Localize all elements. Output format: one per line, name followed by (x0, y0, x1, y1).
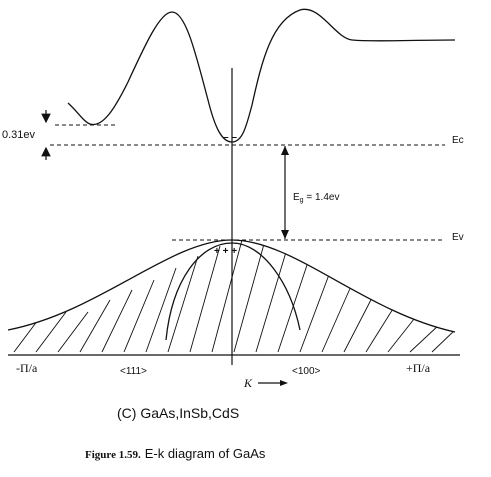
ev-label: Ev (452, 232, 464, 243)
light-hole-band-curve (165, 242, 301, 341)
k-direction-arrowhead (280, 380, 288, 386)
k-axis-label: K (243, 376, 253, 390)
split-energy-label: 0.31ev (2, 129, 36, 141)
material-subtitle: (C) GaAs,InSb,CdS (117, 405, 239, 421)
electrons-label: – – (223, 132, 237, 143)
pos-pi-label: +Π/a (406, 361, 431, 375)
band-gap-arrowhead-top (281, 146, 289, 155)
valence-hatching (13, 240, 455, 353)
figure-caption: Figure 1.59. E-k diagram of GaAs (85, 446, 266, 461)
neg-pi-label: -Π/a (16, 361, 38, 375)
direction-100-label: <100> (292, 366, 321, 377)
band-gap-label: Eg = 1.4ev (293, 192, 339, 204)
ec-label: Ec (452, 135, 464, 146)
holes-label: + + + (214, 246, 237, 257)
band-gap-arrowhead-bottom (281, 230, 289, 239)
conduction-band-curve (67, 8, 456, 143)
direction-111-label: <111> (120, 366, 147, 377)
